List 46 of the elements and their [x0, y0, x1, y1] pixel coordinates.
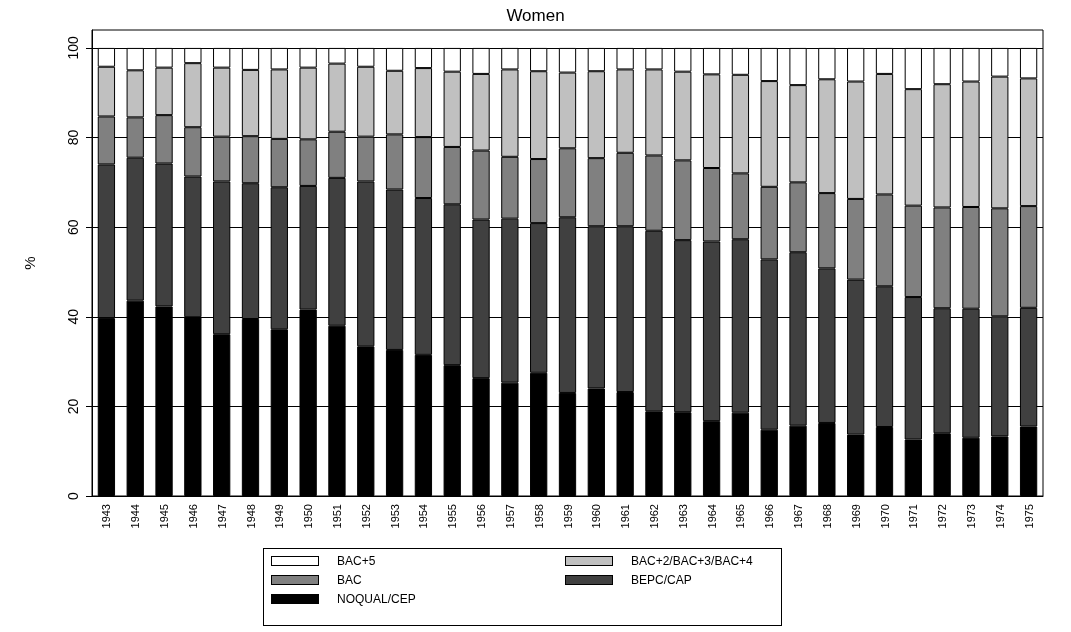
x-tick-label: 1951: [330, 504, 343, 529]
x-tick-label: 1960: [590, 504, 603, 529]
x-tick-label: 1943: [100, 504, 113, 529]
x-tick-label: 1945: [158, 504, 171, 529]
x-tick-label: 1958: [532, 504, 545, 529]
chart-title: Women: [506, 6, 565, 25]
x-tick-label: 1959: [561, 504, 574, 529]
y-tick-label: 20: [65, 398, 81, 415]
x-tick-label: 1956: [475, 504, 488, 529]
x-tick-label: 1963: [676, 504, 689, 529]
x-tick-label: 1967: [792, 504, 805, 529]
x-tick-label: 1954: [417, 504, 430, 529]
x-tick-label: 1962: [647, 504, 660, 529]
x-tick-label: 1946: [186, 504, 199, 529]
y-tick-label: 0: [65, 491, 81, 500]
legend-label: BEPC/CAP: [631, 573, 692, 587]
x-tick-label: 1944: [129, 504, 142, 529]
x-tick-label: 1953: [388, 504, 401, 529]
x-tick-label: 1975: [1022, 504, 1035, 529]
x-tick-label: 1961: [619, 504, 632, 529]
x-tick-label: 1966: [763, 504, 776, 529]
legend-label: NOQUAL/CEP: [337, 592, 416, 606]
x-tick-label: 1955: [446, 504, 459, 529]
x-tick-label: 1970: [878, 504, 891, 529]
y-tick-label: 80: [65, 129, 81, 146]
x-tick-label: 1969: [849, 504, 862, 529]
x-tick-label: 1972: [936, 504, 949, 529]
x-tick-label: 1971: [907, 504, 920, 529]
x-tick-label: 1949: [273, 504, 286, 529]
x-tick-label: 1974: [993, 504, 1006, 529]
x-tick-label: 1965: [734, 504, 747, 529]
legend-label: BAC+2/BAC+3/BAC+4: [631, 554, 753, 568]
x-tick-label: 1973: [964, 504, 977, 529]
legend-label: BAC+5: [337, 554, 376, 568]
y-tick-label: 100: [65, 36, 81, 60]
x-tick-label: 1950: [302, 504, 315, 529]
x-tick-label: 1947: [215, 504, 228, 529]
x-tick-label: 1964: [705, 504, 718, 529]
x-tick-label: 1968: [820, 504, 833, 529]
x-tick-label: 1948: [244, 504, 257, 529]
y-tick-label: 60: [65, 219, 81, 235]
x-tick-label: 1952: [359, 504, 372, 529]
x-tick-label: 1957: [503, 504, 516, 529]
y-axis-title: %: [21, 256, 38, 270]
y-tick-label: 40: [65, 308, 81, 325]
legend-label: BAC: [337, 573, 362, 587]
